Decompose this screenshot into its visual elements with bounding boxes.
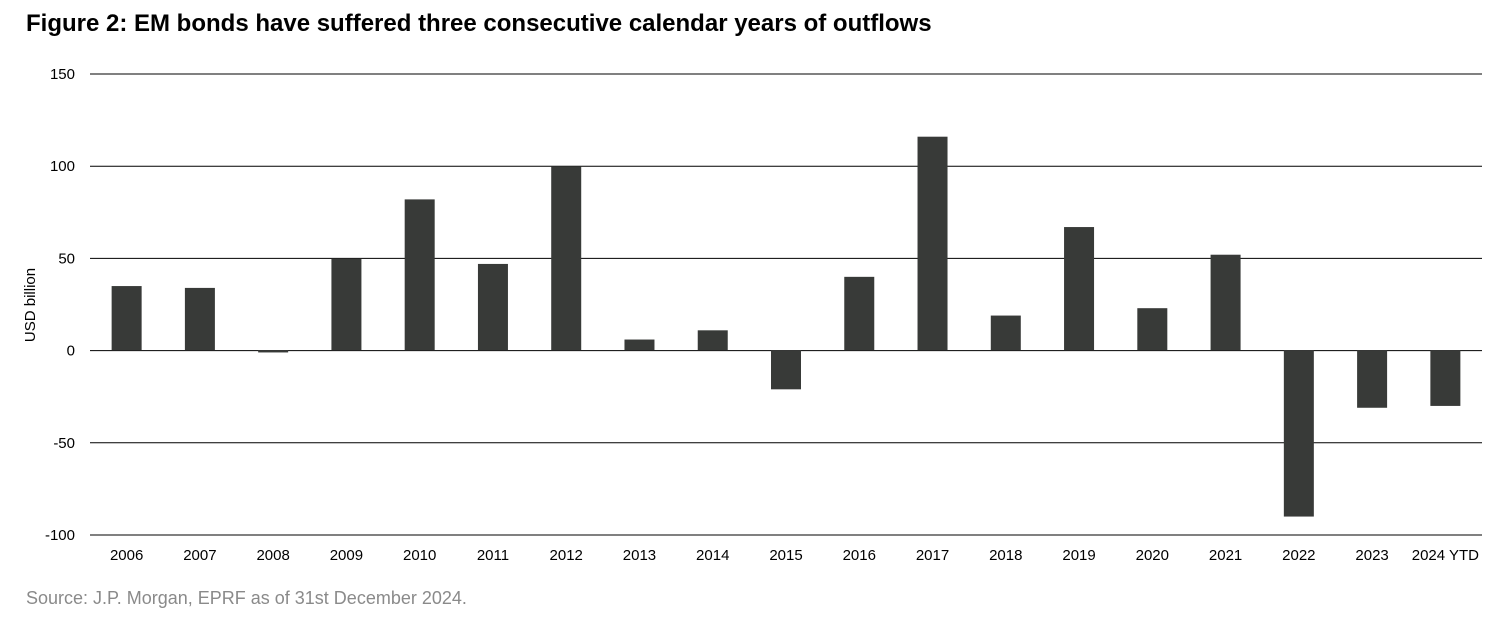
y-tick-label: 100 bbox=[50, 158, 75, 175]
bar-2020 bbox=[1137, 308, 1168, 351]
x-tick-labels: 2006 2007 2008 2009 2010 2011 2012 2013 2014 2015… bbox=[110, 547, 1479, 564]
x-tick-label: 2010 bbox=[403, 547, 436, 564]
y-tick-label: 150 bbox=[50, 66, 75, 83]
x-tick-label: 2017 bbox=[916, 547, 949, 564]
bar-2014 bbox=[697, 330, 728, 351]
x-tick-label: 2008 bbox=[256, 547, 289, 564]
y-tick-label: -50 bbox=[53, 435, 75, 452]
x-tick-label: 2015 bbox=[769, 547, 802, 564]
bar-2015 bbox=[771, 350, 801, 390]
x-tick-label: 2007 bbox=[183, 547, 216, 564]
bar-2007 bbox=[184, 287, 215, 351]
y-tick-label: -100 bbox=[45, 527, 75, 544]
bar-2012 bbox=[551, 166, 582, 351]
y-axis-label: USD billion bbox=[22, 268, 39, 342]
bar-2006 bbox=[111, 286, 142, 351]
x-tick-label: 2013 bbox=[623, 547, 656, 564]
chart-title: Figure 2: EM bonds have suffered three c… bbox=[26, 10, 932, 37]
x-tick-label: 2018 bbox=[989, 547, 1022, 564]
bar-2022 bbox=[1283, 350, 1314, 517]
x-tick-label: 2011 bbox=[477, 547, 509, 564]
y-tick-label: 50 bbox=[58, 250, 75, 267]
bars bbox=[111, 136, 1461, 517]
x-tick-label: 2006 bbox=[110, 547, 143, 564]
bar-2024-ytd bbox=[1430, 350, 1461, 406]
x-tick-label: 2023 bbox=[1355, 547, 1388, 564]
bar-2010 bbox=[404, 199, 435, 351]
x-tick-label: 2014 bbox=[696, 547, 729, 564]
bar-2017 bbox=[917, 136, 948, 351]
bar-2009 bbox=[331, 258, 362, 351]
bar-2008 bbox=[258, 350, 289, 353]
bar-chart: 150 100 50 0 -50 -100 2006 2007 2008 2009 2010 201… bbox=[22, 66, 1482, 564]
x-tick-label: 2012 bbox=[550, 547, 583, 564]
x-tick-label: 2024 YTD bbox=[1412, 547, 1479, 564]
x-tick-label: 2019 bbox=[1062, 547, 1095, 564]
bar-2016 bbox=[844, 276, 875, 351]
bar-2013 bbox=[624, 339, 655, 351]
x-tick-label: 2022 bbox=[1282, 547, 1315, 564]
source-note: Source: J.P. Morgan, EPRF as of 31st Dec… bbox=[26, 588, 467, 608]
bar-2018 bbox=[990, 315, 1021, 351]
x-tick-label: 2020 bbox=[1136, 547, 1169, 564]
gridlines bbox=[90, 73, 1482, 536]
x-tick-label: 2016 bbox=[843, 547, 876, 564]
y-tick-labels: 150 100 50 0 -50 -100 bbox=[45, 66, 75, 544]
x-tick-label: 2009 bbox=[330, 547, 363, 564]
bar-2011 bbox=[477, 263, 508, 351]
bar-2019 bbox=[1064, 227, 1095, 351]
bar-2021 bbox=[1210, 254, 1241, 351]
y-tick-label: 0 bbox=[67, 343, 75, 360]
x-tick-label: 2021 bbox=[1209, 547, 1242, 564]
bar-2023 bbox=[1357, 350, 1388, 408]
